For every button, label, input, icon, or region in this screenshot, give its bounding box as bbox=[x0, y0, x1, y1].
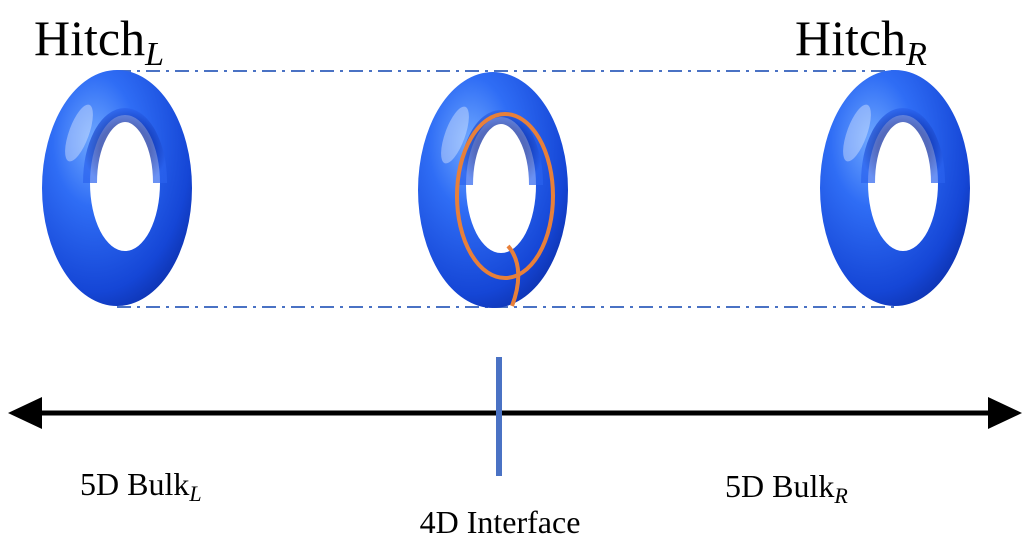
arrow-head bbox=[988, 397, 1022, 429]
hitch-left-label: HitchL bbox=[34, 10, 164, 73]
arrow-head bbox=[8, 397, 42, 429]
interface-label: 4D Interface bbox=[420, 504, 581, 540]
torus bbox=[418, 72, 568, 308]
loop-link bbox=[506, 244, 521, 307]
torus bbox=[820, 70, 970, 306]
loop bbox=[455, 112, 555, 280]
bulk-right-label: 5D BulkR bbox=[725, 468, 848, 508]
hitch-right-label: HitchR bbox=[795, 10, 927, 73]
torus bbox=[42, 70, 192, 306]
bulk-left-label: 5D BulkL bbox=[80, 466, 202, 506]
